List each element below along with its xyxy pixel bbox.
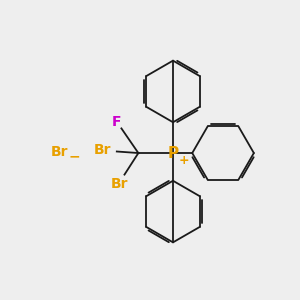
Text: Br: Br — [51, 145, 69, 158]
Text: −: − — [69, 149, 80, 163]
Text: F: F — [111, 115, 121, 129]
Text: Br: Br — [111, 177, 129, 191]
Text: P: P — [167, 146, 178, 160]
Text: +: + — [178, 154, 189, 167]
Text: Br: Br — [94, 143, 112, 157]
